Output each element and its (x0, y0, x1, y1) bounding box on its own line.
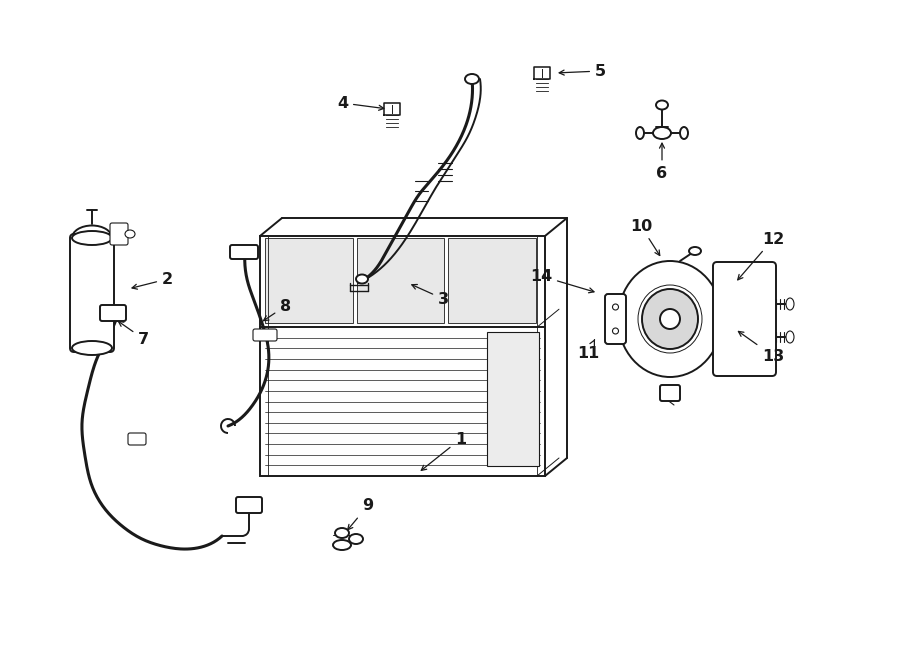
Ellipse shape (333, 540, 351, 550)
Ellipse shape (349, 534, 363, 544)
Text: 4: 4 (337, 95, 384, 110)
Text: 9: 9 (347, 498, 374, 530)
Text: 11: 11 (577, 340, 599, 360)
Bar (448, 238, 536, 323)
FancyBboxPatch shape (605, 294, 626, 344)
Ellipse shape (72, 231, 112, 245)
FancyBboxPatch shape (236, 497, 262, 513)
Ellipse shape (465, 74, 479, 84)
FancyBboxPatch shape (660, 385, 680, 401)
Bar (356, 238, 445, 323)
Ellipse shape (786, 331, 794, 343)
Ellipse shape (642, 289, 698, 349)
Text: 1: 1 (421, 432, 466, 471)
Ellipse shape (638, 285, 702, 353)
Ellipse shape (356, 274, 368, 284)
FancyBboxPatch shape (110, 223, 128, 245)
Circle shape (660, 309, 680, 329)
FancyBboxPatch shape (713, 262, 776, 376)
Ellipse shape (618, 261, 722, 377)
Text: 8: 8 (264, 299, 291, 321)
Ellipse shape (653, 127, 671, 139)
Ellipse shape (335, 528, 349, 538)
FancyBboxPatch shape (253, 329, 277, 341)
Bar (487, 332, 539, 466)
Ellipse shape (72, 341, 112, 355)
FancyBboxPatch shape (128, 433, 146, 445)
Text: 13: 13 (738, 331, 784, 364)
Text: 7: 7 (119, 321, 149, 346)
Text: 10: 10 (630, 219, 660, 256)
Text: 2: 2 (132, 272, 173, 289)
FancyBboxPatch shape (100, 305, 126, 321)
Bar (265, 238, 353, 323)
Text: 5: 5 (559, 63, 606, 79)
Text: 6: 6 (656, 143, 668, 180)
FancyBboxPatch shape (230, 245, 258, 259)
Circle shape (613, 304, 618, 310)
Text: 14: 14 (530, 268, 594, 293)
Ellipse shape (689, 247, 701, 255)
Circle shape (613, 328, 618, 334)
Text: 3: 3 (412, 284, 449, 307)
Ellipse shape (636, 127, 644, 139)
Bar (260, 236, 545, 476)
Ellipse shape (656, 100, 668, 110)
Text: 12: 12 (738, 231, 784, 280)
Ellipse shape (786, 298, 794, 310)
Ellipse shape (680, 127, 688, 139)
Ellipse shape (125, 230, 135, 238)
FancyBboxPatch shape (70, 234, 114, 352)
